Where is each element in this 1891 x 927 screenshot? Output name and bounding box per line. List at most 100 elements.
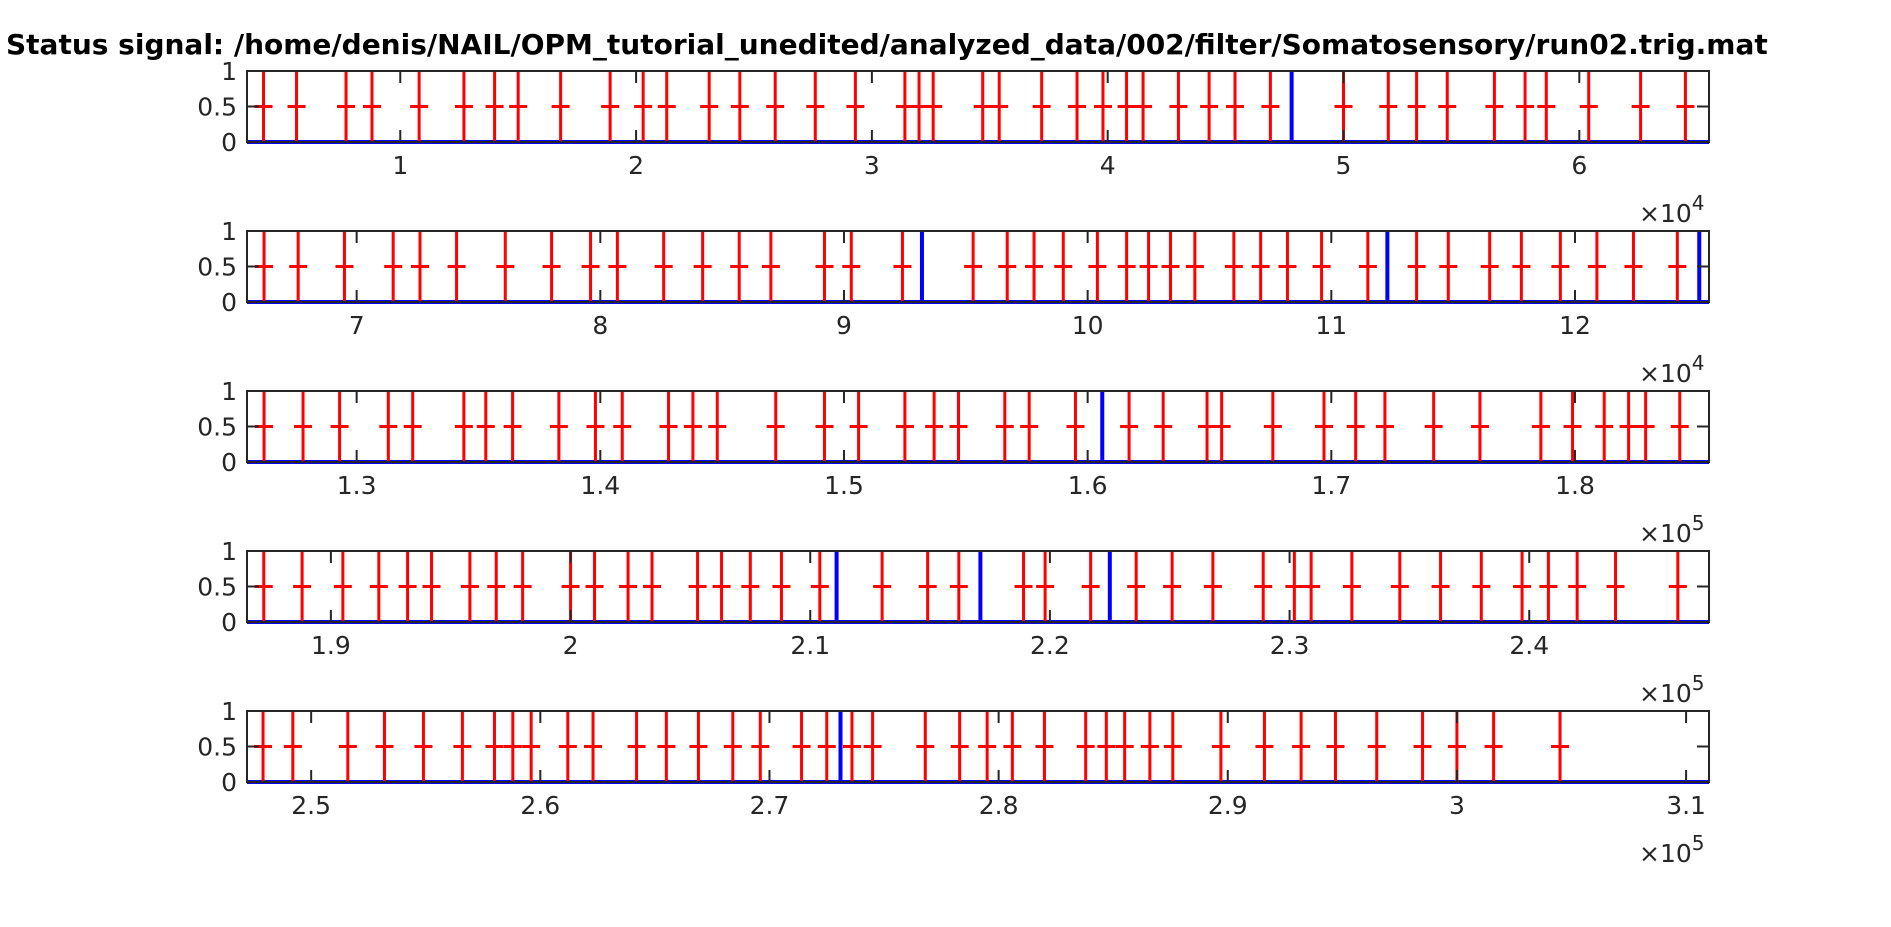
- y-tick-label: 0: [221, 128, 237, 157]
- trigger-marker-28: [1251, 231, 1270, 302]
- trigger-marker-27: [1203, 551, 1222, 622]
- trigger-marker-30: [1163, 711, 1182, 782]
- trigger-marker-13: [700, 71, 719, 142]
- trigger-marker-14: [730, 71, 749, 142]
- trigger-marker-9: [549, 391, 568, 462]
- trigger-marker-8: [542, 231, 561, 302]
- trigger-marker-20: [949, 391, 968, 462]
- trigger-marker-26: [1163, 551, 1182, 622]
- x-tick-label: 2.7: [750, 791, 790, 820]
- trigger-marker-7: [485, 71, 504, 142]
- trigger-marker-33: [1439, 231, 1458, 302]
- trigger-marker-22: [1020, 391, 1039, 462]
- trigger-marker-17: [849, 391, 868, 462]
- trigger-marker-19: [842, 711, 861, 782]
- panel-2: 7 8 9 10 11 12 0 0.5 1 ×104: [197, 217, 1710, 388]
- trigger-marker-35: [1512, 231, 1531, 302]
- trigger-marker-24: [1081, 551, 1100, 622]
- trigger-marker-11: [585, 551, 604, 622]
- trigger-marker-34: [1407, 71, 1426, 142]
- trigger-marker-7: [476, 391, 495, 462]
- trigger-marker-13: [657, 711, 676, 782]
- trigger-marker-32: [1255, 711, 1274, 782]
- trigger-marker-30: [1312, 231, 1331, 302]
- trigger-marker-4: [362, 71, 381, 142]
- y-tick-label: 1: [221, 377, 237, 406]
- trigger-marker-29: [1140, 711, 1159, 782]
- trigger-marker-18: [817, 711, 836, 782]
- trigger-marker-25: [1127, 551, 1146, 622]
- trigger-marker-41: [1676, 71, 1695, 142]
- trigger-marker-39: [1670, 391, 1689, 462]
- trigger-marker-39: [1668, 231, 1687, 302]
- trigger-marker-36: [1551, 231, 1570, 302]
- x-tick-label: 8: [592, 311, 608, 340]
- trigger-marker-9: [513, 551, 532, 622]
- x-exponent-label: ×105: [1639, 831, 1705, 868]
- trigger-marker-19: [873, 551, 892, 622]
- trigger-marker-14: [708, 391, 727, 462]
- trigger-marker-8: [487, 551, 506, 622]
- trigger-marker-2: [283, 711, 302, 782]
- x-tick-label: 1.3: [337, 471, 377, 500]
- trigger-marker-35: [1513, 551, 1532, 622]
- x-tick-label: 2.8: [979, 791, 1019, 820]
- trigger-marker-38: [1636, 391, 1655, 462]
- trigger-marker-8: [503, 391, 522, 462]
- panel-3: 1.3 1.4 1.5 1.6 1.7 1.8 0 0.5 1 ×105: [197, 377, 1710, 548]
- trigger-marker-10: [558, 711, 577, 782]
- trigger-marker-23: [978, 711, 997, 782]
- trigger-marker-3: [338, 711, 357, 782]
- trigger-marker-4: [369, 551, 388, 622]
- y-tick-label: 0: [221, 448, 237, 477]
- exponent-power: 5: [1692, 831, 1705, 855]
- x-exponent-label: ×104: [1639, 351, 1705, 388]
- trigger-marker-14: [689, 711, 708, 782]
- trigger-marker-23: [1032, 71, 1051, 142]
- trigger-marker-4: [384, 231, 403, 302]
- trigger-marker-21: [973, 71, 992, 142]
- y-tick-label: 0.5: [197, 573, 237, 602]
- trigger-marker-12: [693, 231, 712, 302]
- trigger-marker-9: [522, 711, 541, 782]
- y-tick-label: 1: [221, 537, 237, 566]
- trigger-marker-29: [1278, 231, 1297, 302]
- x-exponent-label: ×105: [1639, 671, 1705, 708]
- trigger-marker-25: [1154, 391, 1173, 462]
- trigger-marker-19: [925, 391, 944, 462]
- trigger-marker-30: [1302, 551, 1321, 622]
- trigger-marker-2: [289, 231, 308, 302]
- trigger-marker-3: [335, 231, 354, 302]
- trigger-marker-22: [1088, 231, 1107, 302]
- trigger-marker-32: [1407, 231, 1426, 302]
- trigger-marker-31: [1261, 71, 1280, 142]
- trigger-marker-21: [1054, 231, 1073, 302]
- trigger-marker-18: [810, 551, 829, 622]
- trigger-marker-6: [454, 391, 473, 462]
- trigger-marker-36: [1485, 71, 1504, 142]
- trigger-marker-2: [287, 71, 306, 142]
- exponent-power: 5: [1692, 511, 1705, 535]
- trigger-marker-16: [842, 231, 861, 302]
- y-tick-label: 0.5: [197, 253, 237, 282]
- trigger-marker-31: [1342, 551, 1361, 622]
- trigger-marker-34: [1480, 231, 1499, 302]
- trigger-marker-36: [1595, 391, 1614, 462]
- x-tick-label: 2.1: [790, 631, 830, 660]
- trigger-marker-15: [815, 231, 834, 302]
- trigger-marker-38: [1537, 71, 1556, 142]
- trigger-marker-33: [1292, 711, 1311, 782]
- trigger-marker-15: [723, 711, 742, 782]
- x-tick-label: 12: [1559, 311, 1591, 340]
- trigger-marker-2: [293, 551, 312, 622]
- x-tick-label: 1.9: [311, 631, 351, 660]
- trigger-marker-6: [422, 551, 441, 622]
- trigger-marker-5: [398, 551, 417, 622]
- trigger-marker-17: [846, 71, 865, 142]
- trigger-marker-21: [949, 551, 968, 622]
- trigger-marker-28: [1263, 391, 1282, 462]
- trigger-marker-19: [998, 231, 1017, 302]
- trigger-marker-12: [659, 391, 678, 462]
- trigger-marker-21: [995, 391, 1014, 462]
- trigger-marker-36: [1539, 551, 1558, 622]
